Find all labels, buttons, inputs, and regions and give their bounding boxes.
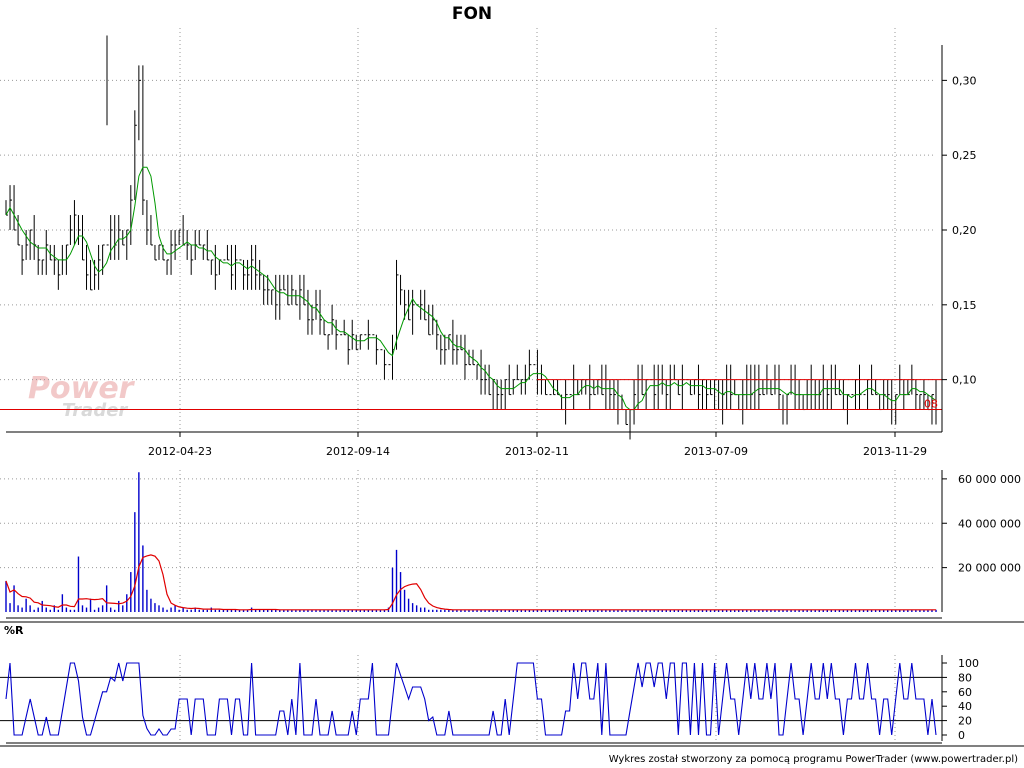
wr-y-tick-label: 40	[958, 700, 972, 713]
price-y-tick-label: 0,30	[952, 74, 977, 87]
chart-title: FON	[452, 4, 492, 24]
volume-y-tick-label: 20 000 000	[958, 562, 1021, 575]
wr-y-tick-label: 0	[958, 729, 965, 742]
price-panel: 08	[0, 35, 942, 440]
wr-y-tick-label: 20	[958, 715, 972, 728]
axes: 2012-04-23 2012-09-14 2013-02-11 2013-07-09…	[0, 45, 1024, 747]
price-y-tick-label: 0,20	[952, 224, 977, 237]
watermark-trader: Trader	[62, 400, 128, 421]
price-y-tick-label: 0,10	[952, 374, 977, 387]
x-tick-label: 2012-04-23	[148, 445, 212, 458]
price-y-tick-label: 0,15	[952, 299, 977, 312]
x-tick-label: 2013-11-29	[863, 445, 927, 458]
williams-r-line	[5, 662, 937, 736]
wr-y-tick-label: 60	[958, 686, 972, 699]
williams-r-label: %R	[4, 624, 24, 637]
x-tick-label: 2013-07-09	[684, 445, 748, 458]
volume-panel	[5, 472, 937, 612]
volume-y-tick-label: 60 000 000	[958, 473, 1021, 486]
last-value-label: 08	[924, 398, 938, 411]
x-tick-label: 2012-09-14	[326, 445, 390, 458]
watermark-power: Power	[28, 371, 136, 406]
volume-average-line	[5, 554, 936, 611]
footer-credit: Wykres został stworzony za pomocą progra…	[609, 754, 1018, 765]
price-y-tick-label: 0,25	[952, 149, 977, 162]
grid	[0, 28, 936, 741]
volume-y-tick-label: 40 000 000	[958, 517, 1021, 530]
williams-r-panel: %R	[0, 624, 942, 736]
wr-y-tick-label: 80	[958, 671, 972, 684]
x-tick-label: 2013-02-11	[505, 445, 569, 458]
wr-y-tick-label: 100	[958, 657, 979, 670]
watermark: Power Trader	[28, 371, 136, 421]
moving-average-line	[5, 166, 937, 411]
